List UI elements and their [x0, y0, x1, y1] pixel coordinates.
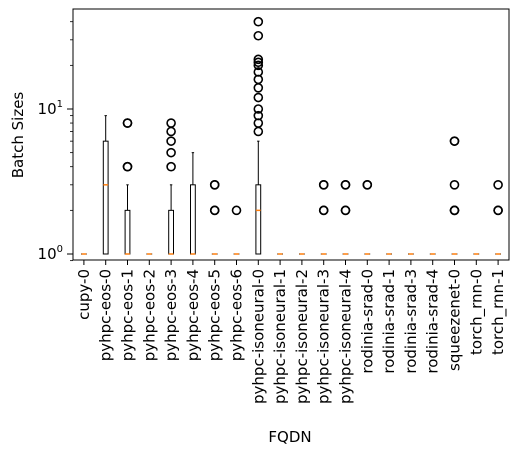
x-tick-label: pyhpc-isoneural-0 — [249, 269, 267, 404]
outlier-point — [362, 180, 373, 190]
x-tick-label: pyhpc-eos-3 — [162, 269, 180, 361]
outlier-point — [166, 136, 176, 146]
x-tick-label: rodinia-srad-3 — [402, 269, 420, 374]
x-tick-label: pyhpc-isoneural-3 — [315, 269, 333, 404]
x-tick-label: pyhpc-eos-5 — [206, 269, 224, 361]
x-tick-label: squeezenet-0 — [446, 269, 464, 371]
outlier-point — [253, 104, 264, 114]
y-tick-label: 100 — [38, 244, 63, 263]
box-squeezenet-0 — [449, 136, 460, 255]
outlier-point — [449, 205, 460, 216]
box-iqr — [168, 209, 174, 255]
outlier-point — [209, 205, 220, 216]
x-tick-label: pyhpc-eos-0 — [97, 269, 115, 361]
outlier-point — [122, 118, 133, 128]
boxplot-marks — [81, 16, 503, 255]
outlier-point — [253, 60, 264, 71]
outlier-point — [166, 147, 176, 158]
x-tick-label: cupy-0 — [75, 269, 93, 320]
axes — [72, 8, 510, 261]
outlier-point — [493, 205, 503, 216]
x-axis-ticks: cupy-0 pyhpc-eos-0 pyhpc-eos-1 pyhpc-eos-2 p… — [75, 260, 508, 404]
x-tick-label: pyhpc-eos-4 — [184, 269, 202, 361]
x-axis-label: FQDN — [268, 428, 311, 446]
outlier-point — [253, 67, 264, 77]
outlier-point — [253, 110, 264, 121]
outlier-point — [493, 180, 503, 190]
box-iqr — [190, 184, 196, 255]
box-pyhpc-eos-3 — [166, 118, 176, 255]
outlier-point — [253, 30, 264, 41]
outlier-point — [340, 205, 351, 216]
x-tick-label: rodinia-srad-0 — [358, 269, 376, 374]
outlier-point — [318, 180, 329, 190]
x-tick-label: pyhpc-isoneural-1 — [271, 269, 289, 404]
x-tick-label: pyhpc-isoneural-4 — [337, 269, 355, 404]
outlier-point — [253, 16, 264, 27]
box-pyhpc-eos-1 — [122, 118, 133, 255]
box-pyhpc-eos-4 — [190, 152, 196, 255]
outlier-point — [231, 205, 242, 216]
x-tick-label: rodinia-srad-1 — [380, 269, 398, 374]
y-axis-ticks: 100 101 — [38, 21, 73, 263]
x-tick-label: pyhpc-eos-2 — [140, 269, 158, 361]
outlier-point — [449, 136, 460, 146]
outlier-point — [340, 180, 351, 190]
plot-frame — [72, 8, 510, 261]
outlier-point — [253, 54, 264, 65]
box-pyhpc-isoneural-0 — [253, 16, 264, 255]
outlier-point — [253, 92, 264, 103]
box-iqr — [255, 184, 262, 255]
box-torch_rnn-1 — [493, 180, 503, 255]
box-pyhpc-isoneural-4 — [340, 180, 351, 255]
outlier-point — [166, 118, 176, 128]
box-pyhpc-eos-6 — [231, 205, 242, 255]
x-tick-label: torch_rnn-1 — [489, 269, 508, 355]
box-pyhpc-eos-0 — [102, 115, 109, 255]
outlier-point — [253, 126, 264, 137]
y-tick-label: 101 — [38, 99, 63, 118]
x-tick-label: pyhpc-eos-6 — [228, 269, 246, 361]
y-axis-label: Batch Sizes — [9, 92, 27, 179]
outlier-point — [122, 161, 133, 172]
box-iqr — [124, 209, 131, 255]
outlier-point — [166, 126, 176, 137]
x-tick-label: rodinia-srad-4 — [424, 269, 442, 374]
x-tick-label: pyhpc-isoneural-2 — [293, 269, 311, 404]
box-pyhpc-isoneural-3 — [318, 180, 329, 255]
box-rodinia-srad-0 — [362, 180, 373, 255]
outlier-point — [318, 205, 329, 216]
x-tick-label: torch_rnn-0 — [467, 269, 486, 355]
outlier-point — [449, 180, 460, 190]
box-iqr — [102, 140, 109, 255]
x-tick-label: pyhpc-eos-1 — [119, 269, 137, 361]
outlier-point — [166, 161, 176, 172]
outlier-point — [253, 83, 264, 93]
outlier-point — [209, 180, 220, 190]
outlier-point — [253, 57, 264, 68]
box-pyhpc-eos-5 — [209, 180, 220, 255]
